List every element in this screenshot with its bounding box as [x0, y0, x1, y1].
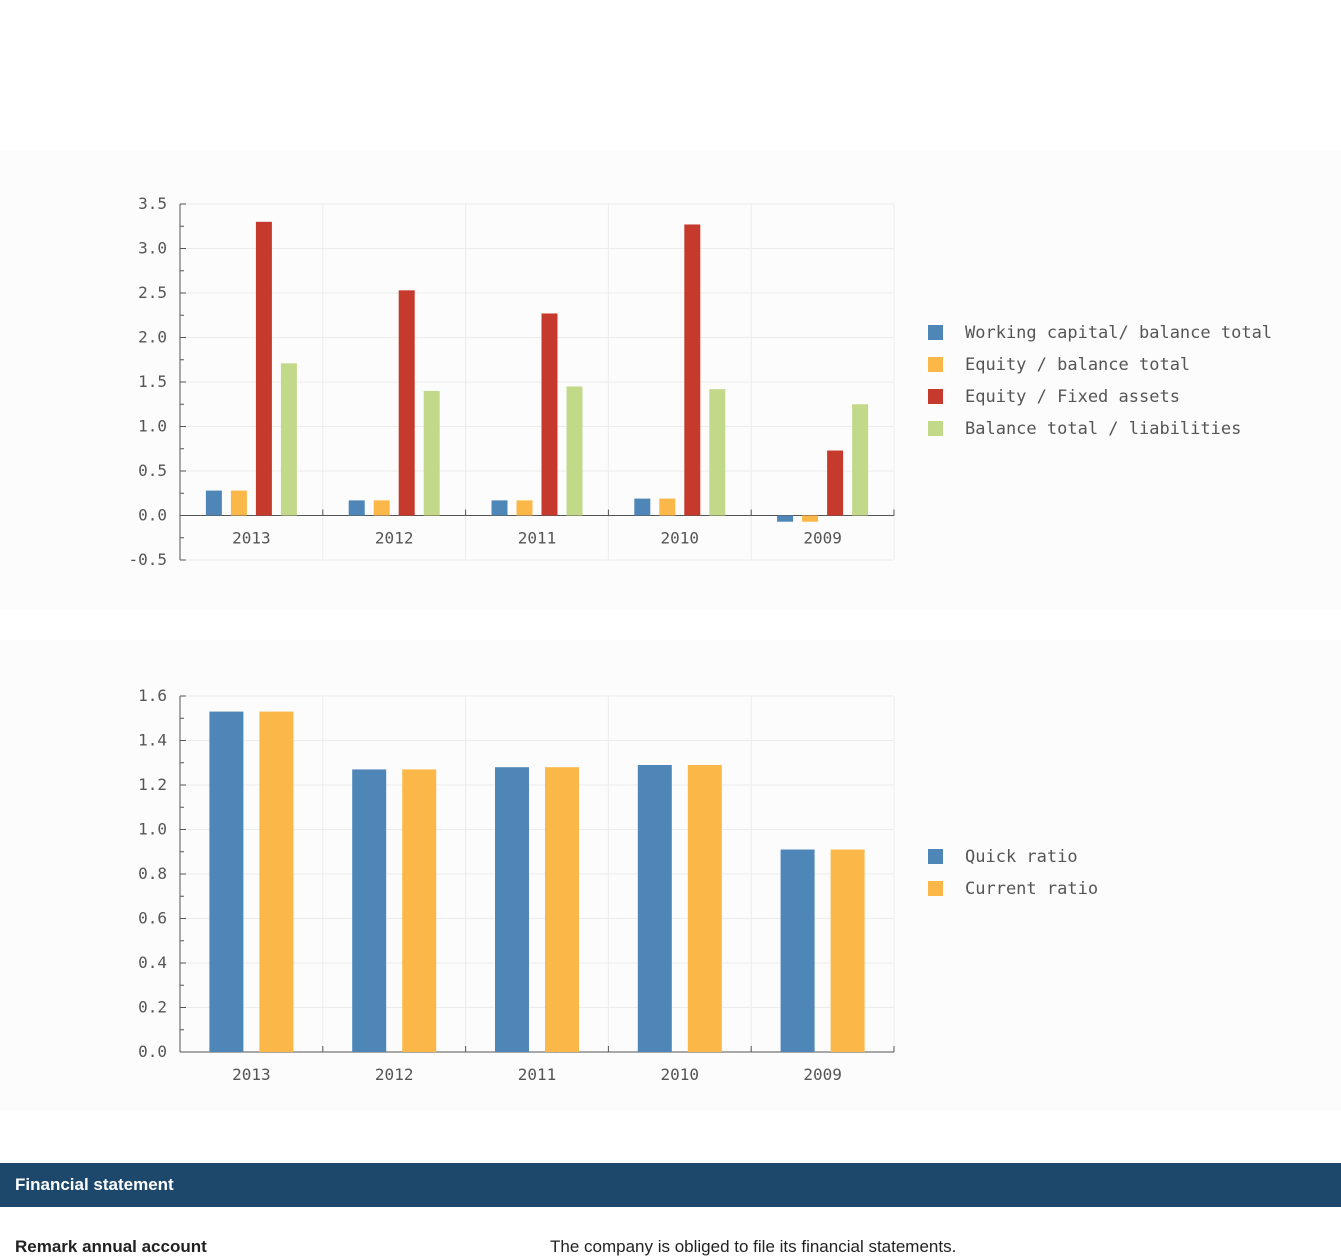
bar [852, 404, 869, 516]
bar [827, 450, 844, 516]
x-tick-label: 2010 [661, 529, 700, 548]
bar [398, 290, 415, 516]
bar [709, 389, 726, 516]
legend-swatch [928, 357, 943, 372]
bar [373, 500, 390, 516]
bar [777, 515, 794, 522]
legend-label: Equity / Fixed assets [965, 387, 1180, 407]
bar [255, 221, 272, 516]
bar [802, 515, 819, 522]
y-tick-label: 1.4 [138, 731, 167, 750]
bar [348, 500, 365, 516]
y-tick-label: 1.6 [138, 686, 167, 705]
x-tick-label: 2013 [232, 529, 271, 548]
legend-swatch [928, 389, 943, 404]
liquidity-ratios-chart: 0.0 0.2 0.4 0.6 0.8 1.0 1.2 1.4 1.6 2013 2012 2011 2… [138, 686, 1098, 1084]
bar [545, 767, 579, 1052]
y-tick-label: 1.0 [138, 417, 167, 436]
bar [491, 500, 508, 516]
y-tick-label: 3.5 [138, 194, 167, 213]
legend-label: Current ratio [965, 879, 1098, 899]
bar [209, 711, 244, 1052]
bar [230, 490, 247, 516]
y-tick-label: 0.6 [138, 909, 167, 928]
bar [352, 769, 387, 1052]
bar [780, 849, 815, 1052]
legend-label: Quick ratio [965, 847, 1078, 867]
bar [541, 313, 558, 516]
balance-ratios-chart: -0.5 0.0 0.5 1.0 1.5 2.0 2.5 3.0 3.5 2013 2012 2011… [128, 194, 1272, 569]
y-tick-label: 2.0 [138, 328, 167, 347]
remark-annual-account-value: The company is obliged to file its finan… [550, 1237, 957, 1256]
x-tick-label: 2012 [375, 1065, 414, 1084]
y-tick-label: 1.2 [138, 775, 167, 794]
financial-statement-header: Financial statement [0, 1163, 1341, 1207]
bar [402, 769, 437, 1052]
legend-label: Equity / balance total [965, 355, 1190, 375]
y-tick-label: 0.0 [138, 506, 167, 525]
bar [495, 767, 529, 1052]
bar [423, 390, 440, 516]
bar [205, 490, 222, 516]
bar [516, 500, 533, 516]
bar [830, 849, 865, 1052]
legend-label: Balance total / liabilities [965, 419, 1241, 439]
legend-swatch [928, 881, 943, 896]
y-tick-label: 0.5 [138, 461, 167, 480]
y-tick-label: 3.0 [138, 239, 167, 258]
x-tick-label: 2013 [232, 1065, 271, 1084]
x-tick-label: 2010 [661, 1065, 700, 1084]
bar [566, 386, 583, 516]
bar [259, 711, 294, 1052]
legend-swatch [928, 325, 943, 340]
bar [637, 764, 672, 1052]
y-tick-label: -0.5 [128, 550, 167, 569]
bar [634, 498, 651, 516]
x-tick-label: 2009 [803, 529, 842, 548]
bar [280, 363, 297, 516]
bar [684, 224, 701, 516]
legend-swatch [928, 849, 943, 864]
legend-label: Working capital/ balance total [965, 323, 1272, 343]
legend-swatch [928, 421, 943, 436]
x-tick-label: 2011 [518, 1065, 557, 1084]
y-tick-label: 1.5 [138, 372, 167, 391]
bar [659, 498, 676, 516]
y-tick-label: 2.5 [138, 283, 167, 302]
y-tick-label: 0.8 [138, 864, 167, 883]
bar [687, 764, 722, 1052]
remark-annual-account-label: Remark annual account [15, 1237, 207, 1256]
x-tick-label: 2011 [518, 529, 557, 548]
y-tick-label: 0.2 [138, 998, 167, 1017]
y-tick-label: 1.0 [138, 820, 167, 839]
y-tick-label: 0.4 [138, 953, 167, 972]
chart-panel-ratios [0, 150, 1341, 610]
x-tick-label: 2012 [375, 529, 414, 548]
x-tick-label: 2009 [803, 1065, 842, 1084]
y-tick-label: 0.0 [138, 1042, 167, 1061]
